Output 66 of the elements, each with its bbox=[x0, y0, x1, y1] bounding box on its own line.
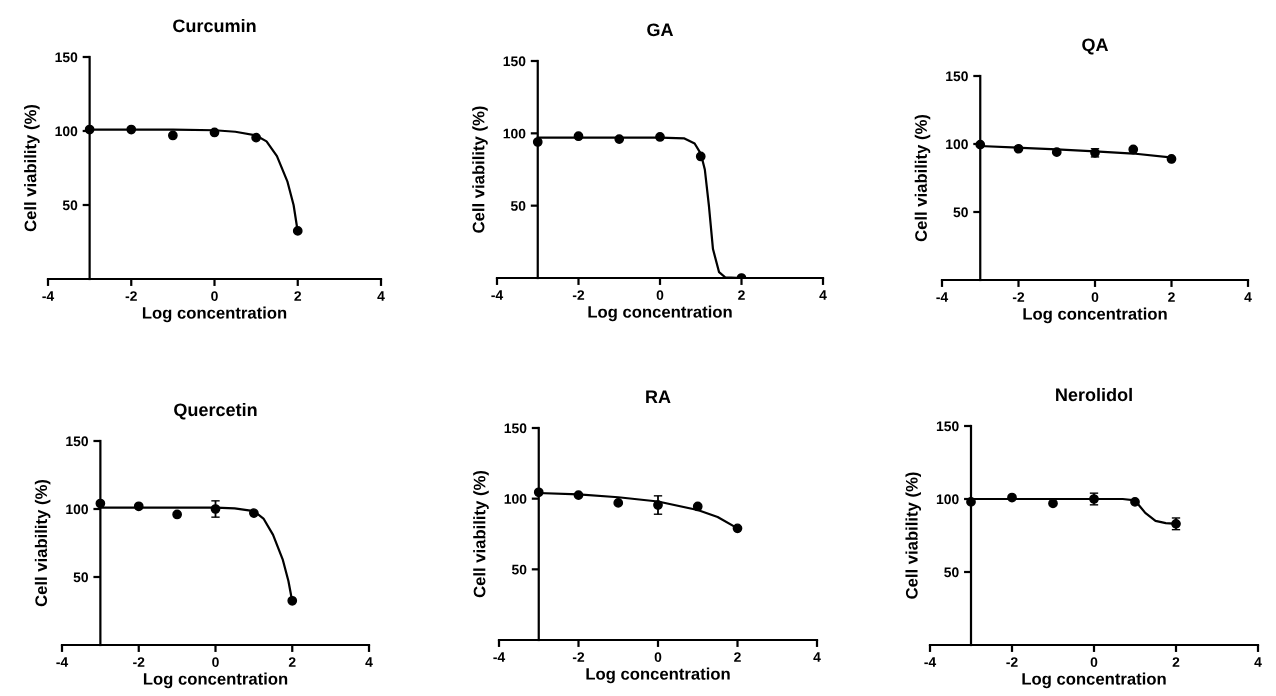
y-axis-title: Cell viability (%) bbox=[24, 104, 40, 232]
y-tick-label: 50 bbox=[953, 207, 968, 218]
x-tick-label: 2 bbox=[738, 290, 745, 300]
x-tick-label: -4 bbox=[936, 292, 949, 302]
x-tick-label: -2 bbox=[572, 652, 585, 662]
x-tick-label: 2 bbox=[288, 657, 296, 667]
x-axis-title: Log concentration bbox=[588, 305, 732, 322]
x-tick-label: 0 bbox=[1091, 292, 1099, 303]
x-tick-label: 2 bbox=[734, 652, 741, 662]
y-tick-label: 100 bbox=[503, 128, 526, 139]
x-tick-label: -4 bbox=[491, 290, 504, 300]
x-axis-title: Log concentration bbox=[1023, 307, 1167, 324]
y-tick-label: 50 bbox=[944, 567, 959, 578]
x-tick-label: 2 bbox=[1168, 292, 1175, 302]
y-tick-label: 100 bbox=[504, 494, 527, 504]
y-tick-label: 100 bbox=[55, 126, 78, 137]
x-tick-label: 2 bbox=[294, 291, 302, 301]
y-axis-title: Cell viability (%) bbox=[472, 106, 488, 233]
y-tick-label: 150 bbox=[503, 56, 526, 67]
chart-title: Nerolidol bbox=[1056, 387, 1132, 402]
x-axis-title: Log concentration bbox=[142, 306, 287, 323]
x-tick-label: 0 bbox=[656, 290, 664, 301]
x-tick-label: 4 bbox=[1254, 657, 1262, 667]
chart-title: QA bbox=[1082, 38, 1109, 55]
x-tick-label: 4 bbox=[365, 657, 373, 667]
x-tick-label: -2 bbox=[1006, 657, 1018, 667]
x-tick-label: -4 bbox=[42, 291, 55, 301]
x-tick-label: 0 bbox=[1090, 657, 1098, 668]
y-tick-label: 50 bbox=[511, 564, 527, 575]
x-axis-title: Log concentration bbox=[586, 667, 730, 684]
y-tick-label: 150 bbox=[66, 436, 88, 447]
x-tick-label: 4 bbox=[813, 652, 821, 662]
x-tick-label: 4 bbox=[1244, 292, 1252, 302]
x-tick-label: 4 bbox=[819, 290, 827, 300]
y-tick-label: 50 bbox=[73, 572, 88, 583]
y-tick-label: 50 bbox=[62, 200, 78, 211]
x-axis-title: Log concentration bbox=[1022, 672, 1166, 689]
y-tick-label: 150 bbox=[936, 421, 959, 432]
y-tick-label: 50 bbox=[510, 201, 526, 211]
y-axis-title: Cell viability (%) bbox=[905, 472, 921, 599]
y-tick-label: 150 bbox=[55, 52, 78, 63]
x-tick-label: -2 bbox=[572, 290, 585, 300]
x-tick-label: 2 bbox=[1172, 657, 1180, 667]
x-tick-label: 0 bbox=[211, 291, 218, 302]
chart-title: RA bbox=[646, 390, 671, 403]
y-tick-label: 100 bbox=[946, 139, 968, 150]
x-tick-label: 4 bbox=[377, 291, 385, 301]
y-axis-title: Cell viability (%) bbox=[34, 479, 51, 607]
y-tick-label: 150 bbox=[504, 423, 527, 434]
x-tick-label: -2 bbox=[1012, 292, 1025, 302]
y-axis-title: Cell viability (%) bbox=[914, 114, 931, 242]
y-tick-label: 100 bbox=[66, 504, 88, 515]
chart-title: GA bbox=[647, 23, 674, 37]
chart-title: Quercetin bbox=[174, 402, 257, 420]
x-tick-label: -2 bbox=[133, 657, 145, 667]
x-tick-label: -2 bbox=[125, 291, 137, 301]
y-tick-label: 150 bbox=[946, 71, 968, 82]
chart-title: Curcumin bbox=[173, 18, 256, 33]
x-tick-label: -4 bbox=[493, 652, 506, 662]
x-tick-label: -4 bbox=[924, 657, 937, 667]
y-axis-title: Cell viability (%) bbox=[473, 470, 489, 598]
x-tick-label: 0 bbox=[654, 652, 662, 663]
x-tick-label: -4 bbox=[56, 657, 69, 667]
x-axis-title: Log concentration bbox=[143, 672, 288, 689]
x-tick-label: 0 bbox=[212, 657, 219, 668]
y-tick-label: 100 bbox=[936, 494, 959, 505]
